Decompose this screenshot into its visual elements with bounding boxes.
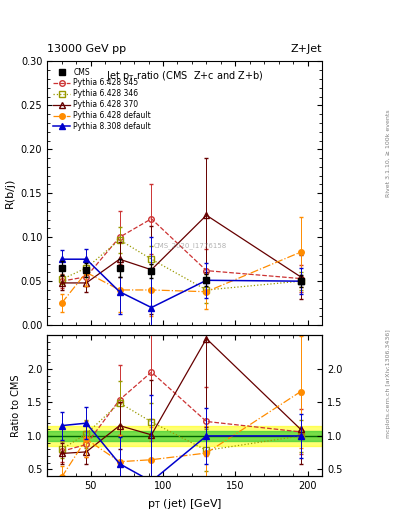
Bar bbox=[47, 426, 322, 446]
Bar bbox=[47, 431, 322, 441]
Y-axis label: Ratio to CMS: Ratio to CMS bbox=[11, 374, 21, 437]
Legend: CMS, Pythia 6.428 345, Pythia 6.428 346, Pythia 6.428 370, Pythia 6.428 default,: CMS, Pythia 6.428 345, Pythia 6.428 346,… bbox=[51, 65, 153, 134]
Text: mcplots.cern.ch [arXiv:1306.3436]: mcplots.cern.ch [arXiv:1306.3436] bbox=[386, 330, 391, 438]
Text: Rivet 3.1.10, ≥ 100k events: Rivet 3.1.10, ≥ 100k events bbox=[386, 110, 391, 198]
X-axis label: p$_\mathregular{T}$ (jet) [GeV]: p$_\mathregular{T}$ (jet) [GeV] bbox=[147, 497, 222, 510]
Text: Z+Jet: Z+Jet bbox=[291, 44, 322, 54]
Text: Jet p$_\mathregular{T}$ ratio (CMS  Z+c and Z+b): Jet p$_\mathregular{T}$ ratio (CMS Z+c a… bbox=[106, 69, 264, 83]
Text: CMS_2020_I1776158: CMS_2020_I1776158 bbox=[154, 243, 227, 249]
Text: 13000 GeV pp: 13000 GeV pp bbox=[47, 44, 126, 54]
Y-axis label: R(b/j): R(b/j) bbox=[5, 178, 15, 208]
